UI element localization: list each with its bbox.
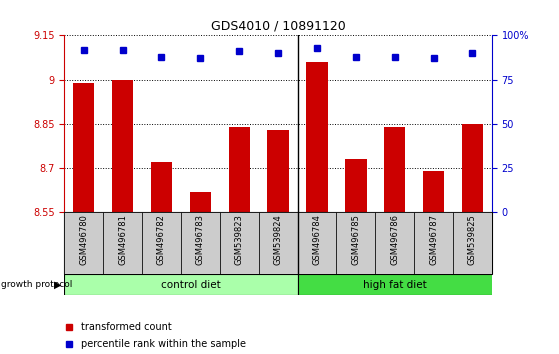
Bar bbox=[267, 130, 289, 212]
Bar bbox=[142, 212, 181, 274]
Bar bbox=[181, 212, 220, 274]
Text: transformed count: transformed count bbox=[82, 321, 172, 332]
Text: GSM496787: GSM496787 bbox=[429, 214, 438, 265]
Bar bbox=[103, 212, 142, 274]
Text: GSM496781: GSM496781 bbox=[118, 214, 127, 265]
Bar bbox=[375, 212, 414, 274]
Bar bbox=[64, 212, 103, 274]
Text: ▶: ▶ bbox=[54, 280, 61, 290]
Bar bbox=[64, 274, 297, 295]
Bar bbox=[220, 212, 259, 274]
Bar bbox=[259, 212, 297, 274]
Bar bbox=[306, 62, 328, 212]
Bar bbox=[414, 212, 453, 274]
Text: growth protocol: growth protocol bbox=[1, 280, 73, 289]
Bar bbox=[453, 212, 492, 274]
Text: GSM496783: GSM496783 bbox=[196, 214, 205, 265]
Bar bbox=[229, 127, 250, 212]
Bar bbox=[151, 162, 172, 212]
Bar bbox=[462, 124, 483, 212]
Bar bbox=[423, 171, 444, 212]
Text: GSM496782: GSM496782 bbox=[157, 214, 166, 265]
Text: GSM539824: GSM539824 bbox=[273, 214, 283, 265]
Text: GSM496784: GSM496784 bbox=[312, 214, 321, 265]
Bar bbox=[345, 159, 367, 212]
Text: GSM496785: GSM496785 bbox=[352, 214, 361, 265]
Bar bbox=[190, 192, 211, 212]
Text: high fat diet: high fat diet bbox=[363, 280, 427, 290]
Text: GSM539823: GSM539823 bbox=[235, 214, 244, 265]
Bar bbox=[297, 212, 337, 274]
Text: control diet: control diet bbox=[161, 280, 220, 290]
Text: GSM496786: GSM496786 bbox=[390, 214, 399, 265]
Title: GDS4010 / 10891120: GDS4010 / 10891120 bbox=[211, 20, 345, 33]
Bar bbox=[384, 127, 405, 212]
Bar bbox=[297, 274, 511, 295]
Bar bbox=[112, 80, 133, 212]
Bar bbox=[73, 82, 94, 212]
Text: GSM539825: GSM539825 bbox=[468, 214, 477, 265]
Text: GSM496780: GSM496780 bbox=[79, 214, 88, 265]
Text: percentile rank within the sample: percentile rank within the sample bbox=[82, 339, 247, 349]
Bar bbox=[337, 212, 375, 274]
